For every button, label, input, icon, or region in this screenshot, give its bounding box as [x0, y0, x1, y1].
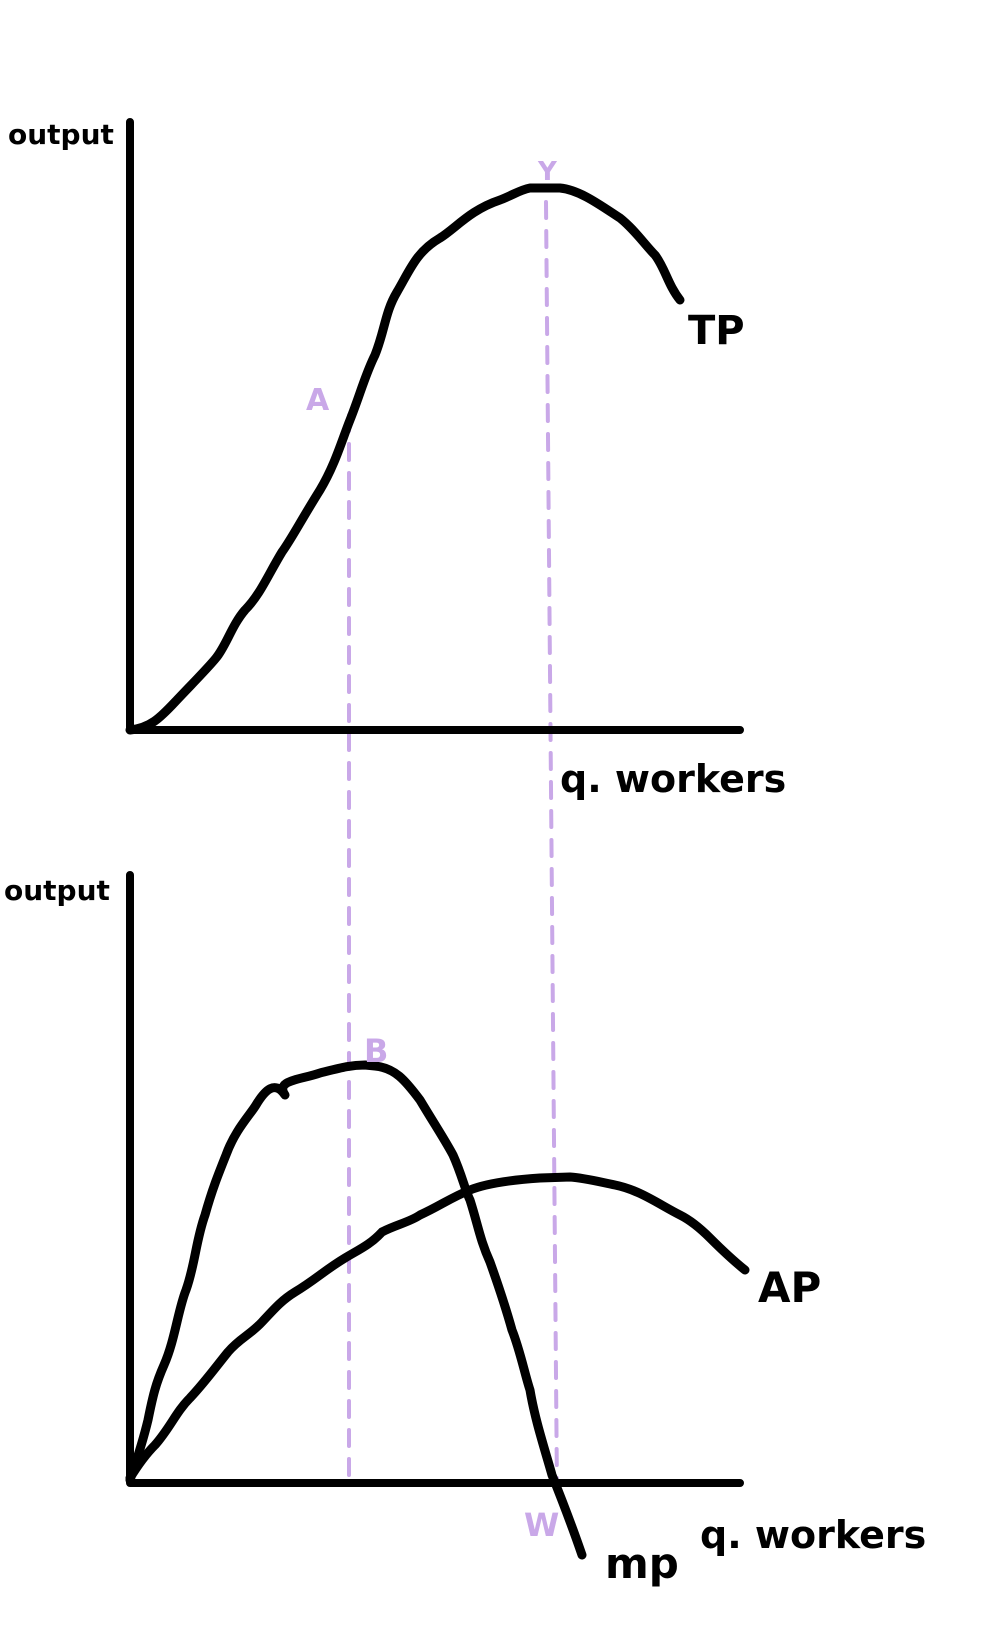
top-y-axis-label: output: [8, 118, 114, 151]
guide-lines: [347, 200, 559, 1494]
point-w-label: W: [524, 1506, 559, 1544]
guide-line-y: [544, 200, 559, 1494]
tp-label: TP: [688, 308, 745, 354]
point-y-label: Y: [537, 157, 558, 187]
bottom-x-axis-label: q. workers: [700, 1513, 926, 1557]
point-a-label: A: [306, 383, 330, 418]
top-axes: [126, 118, 744, 734]
top-x-axis-label: q. workers: [560, 757, 786, 801]
mp-curve: [125, 1060, 587, 1560]
ap-curve: [125, 1172, 750, 1483]
bottom-y-axis-label: output: [4, 874, 110, 907]
tp-curve: [125, 183, 685, 735]
ap-label: AP: [758, 1263, 821, 1312]
mp-label: mp: [605, 1539, 679, 1588]
bottom-graph: output mp q. workers AP B W: [4, 871, 926, 1588]
top-graph: output q. workers TP A Y: [8, 118, 786, 801]
point-b-label: B: [364, 1032, 388, 1070]
